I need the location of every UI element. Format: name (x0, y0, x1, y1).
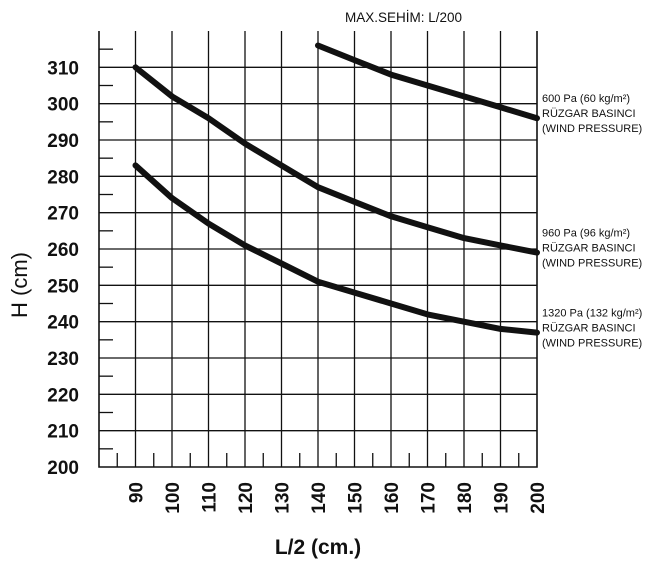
series-annotations: 600 Pa (60 kg/m²) RÜZGAR BASINCI (WIND PRE… (542, 93, 642, 349)
y-tick-label: 210 (47, 422, 79, 443)
series-lines (132, 42, 540, 336)
x-tick-label: 170 (419, 482, 440, 514)
series-label-line: (WIND PRESSURE) (542, 338, 642, 350)
series-label-line: RÜZGAR BASINCI (542, 243, 636, 255)
series-label-line: 600 Pa (60 kg/m²) (542, 93, 630, 105)
x-tick-label: 180 (455, 482, 476, 514)
series-label-line: (WIND PRESSURE) (542, 258, 642, 270)
x-axis-label: L/2 (cm.) (275, 536, 361, 559)
x-tick-label: 150 (346, 482, 367, 514)
x-tick-label: 200 (528, 482, 549, 514)
series-line-1 (315, 42, 540, 122)
x-tick-label: 90 (127, 482, 148, 503)
y-tick-label: 300 (47, 95, 79, 116)
y-tick-label: 270 (47, 204, 79, 225)
y-tick-label: 260 (47, 240, 79, 261)
plot-frame (98, 31, 538, 468)
y-tick-label: 310 (47, 58, 79, 79)
y-tick-label: 280 (47, 167, 79, 188)
series-label-line: (WIND PRESSURE) (542, 123, 642, 135)
max-deflection-note: MAX.SEHİM: L/200 (345, 10, 462, 25)
series-label-line: RÜZGAR BASINCI (542, 108, 636, 120)
y-tick-label: 240 (47, 313, 79, 334)
y-tick-label: 200 (47, 458, 79, 479)
x-tick-label: 120 (236, 482, 257, 514)
y-axis-label: H (cm) (7, 252, 32, 318)
y-tick-labels: 200 210 220 230 240 250 260 270 280 290 300 310 (47, 58, 79, 479)
x-tick-label: 130 (273, 482, 294, 514)
x-tick-label: 140 (309, 482, 330, 514)
y-tick-label: 290 (47, 131, 79, 152)
y-tick-label: 250 (47, 276, 79, 297)
series-line-2 (132, 64, 540, 256)
x-tick-label: 100 (163, 482, 184, 514)
series-label-line: 1320 Pa (132 kg/m²) (542, 308, 642, 320)
series-label-line: RÜZGAR BASINCI (542, 323, 636, 335)
grid (98, 31, 538, 468)
x-tick-label: 190 (492, 482, 513, 514)
x-tick-label: 160 (382, 482, 403, 514)
x-tick-labels: 90 100 110 120 130 140 150 160 170 180 190 200 (127, 482, 550, 514)
y-tick-label: 230 (47, 349, 79, 370)
y-tick-label: 220 (47, 385, 79, 406)
minor-ticks (99, 48, 520, 467)
series-label-line: 960 Pa (96 kg/m²) (542, 228, 630, 240)
x-tick-label: 110 (200, 482, 221, 513)
series-line-3 (132, 162, 540, 336)
